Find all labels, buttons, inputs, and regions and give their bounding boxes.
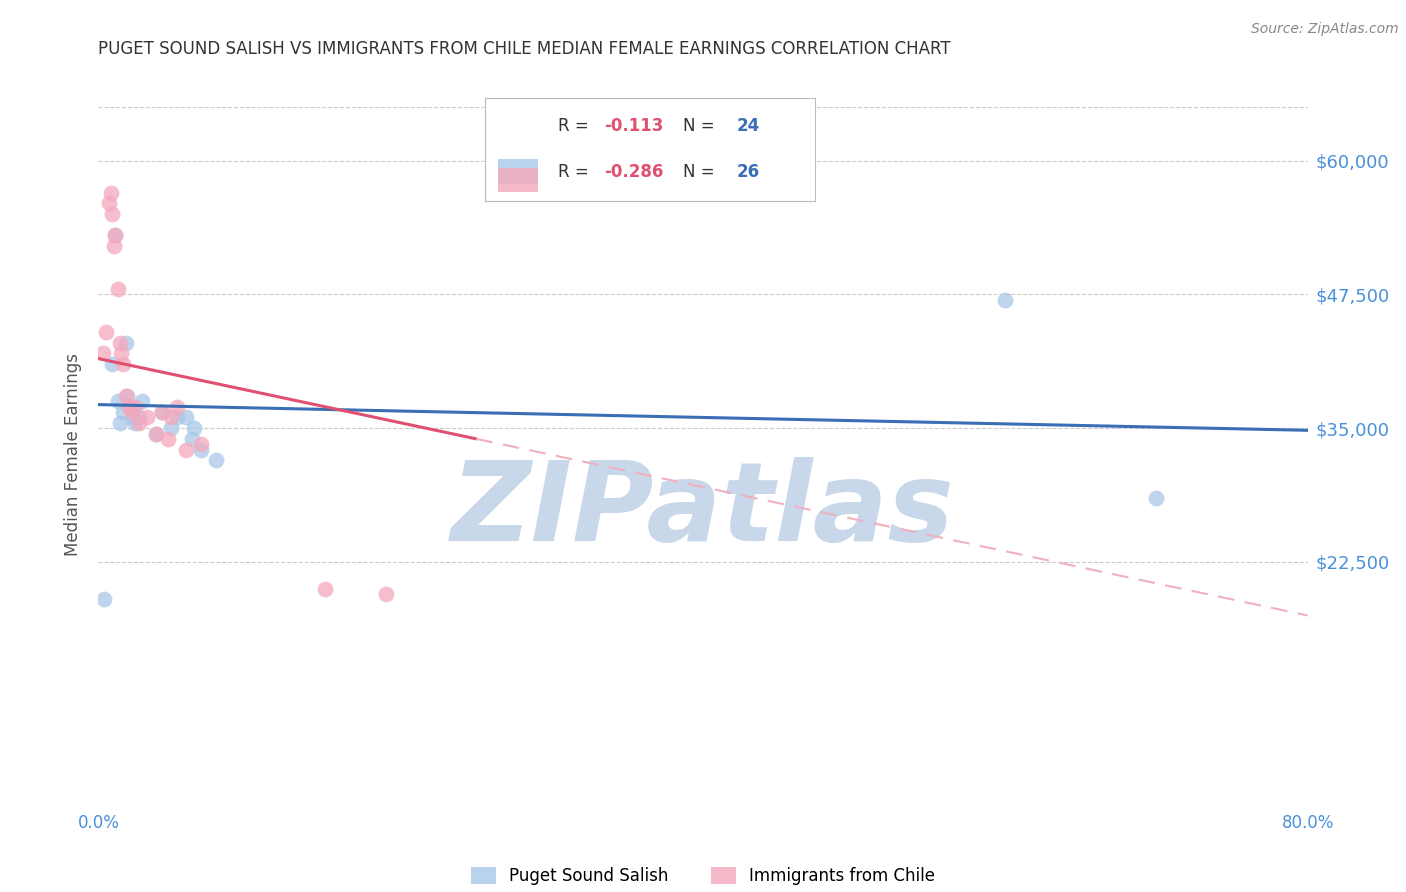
Point: [181, 432, 204, 446]
Point: [145, 426, 167, 441]
Bar: [498, 168, 538, 193]
Point: [190, 442, 212, 457]
Point: [150, 405, 173, 419]
Text: -0.113: -0.113: [605, 117, 664, 135]
Point: [108, 416, 131, 430]
Bar: [498, 160, 538, 185]
Point: [110, 346, 132, 360]
Point: [994, 293, 1017, 307]
Point: [160, 410, 183, 425]
Point: [128, 410, 150, 425]
Point: [374, 587, 396, 601]
Point: [128, 416, 150, 430]
Point: [124, 400, 146, 414]
Text: ZIPatlas: ZIPatlas: [451, 457, 955, 564]
Point: [104, 228, 127, 243]
Point: [107, 282, 129, 296]
Point: [115, 389, 138, 403]
Point: [156, 432, 179, 446]
Point: [150, 405, 173, 419]
Point: [160, 421, 183, 435]
Point: [121, 405, 143, 419]
Text: Source: ZipAtlas.com: Source: ZipAtlas.com: [1251, 22, 1399, 37]
Point: [190, 437, 212, 451]
Text: N =: N =: [683, 163, 714, 181]
Text: N =: N =: [683, 117, 714, 135]
Point: [94, 325, 117, 339]
Point: [314, 582, 336, 596]
Point: [107, 394, 129, 409]
Point: [108, 335, 131, 350]
Point: [111, 357, 134, 371]
Text: 26: 26: [737, 163, 759, 181]
Text: PUGET SOUND SALISH VS IMMIGRANTS FROM CHILE MEDIAN FEMALE EARNINGS CORRELATION C: PUGET SOUND SALISH VS IMMIGRANTS FROM CH…: [98, 40, 950, 58]
Point: [174, 442, 197, 457]
Point: [104, 228, 127, 243]
Text: -0.286: -0.286: [605, 163, 664, 181]
Point: [121, 410, 143, 425]
Point: [98, 196, 121, 211]
Point: [111, 405, 134, 419]
Text: 24: 24: [737, 117, 759, 135]
Point: [103, 239, 125, 253]
Point: [93, 592, 115, 607]
Point: [135, 410, 157, 425]
Point: [124, 416, 146, 430]
Point: [174, 410, 197, 425]
Point: [131, 394, 153, 409]
Point: [114, 335, 136, 350]
Point: [114, 389, 136, 403]
Point: [91, 346, 114, 360]
Point: [118, 400, 141, 414]
Point: [120, 400, 142, 414]
Point: [145, 426, 167, 441]
Text: R =: R =: [558, 117, 589, 135]
Point: [1144, 491, 1167, 505]
Text: R =: R =: [558, 163, 589, 181]
Point: [183, 421, 205, 435]
Point: [166, 410, 188, 425]
Point: [101, 357, 124, 371]
Point: [205, 453, 228, 467]
Legend: Puget Sound Salish, Immigrants from Chile: Puget Sound Salish, Immigrants from Chil…: [471, 867, 935, 885]
Y-axis label: Median Female Earnings: Median Female Earnings: [65, 353, 83, 557]
Point: [100, 186, 122, 200]
Point: [166, 400, 188, 414]
Point: [101, 207, 124, 221]
